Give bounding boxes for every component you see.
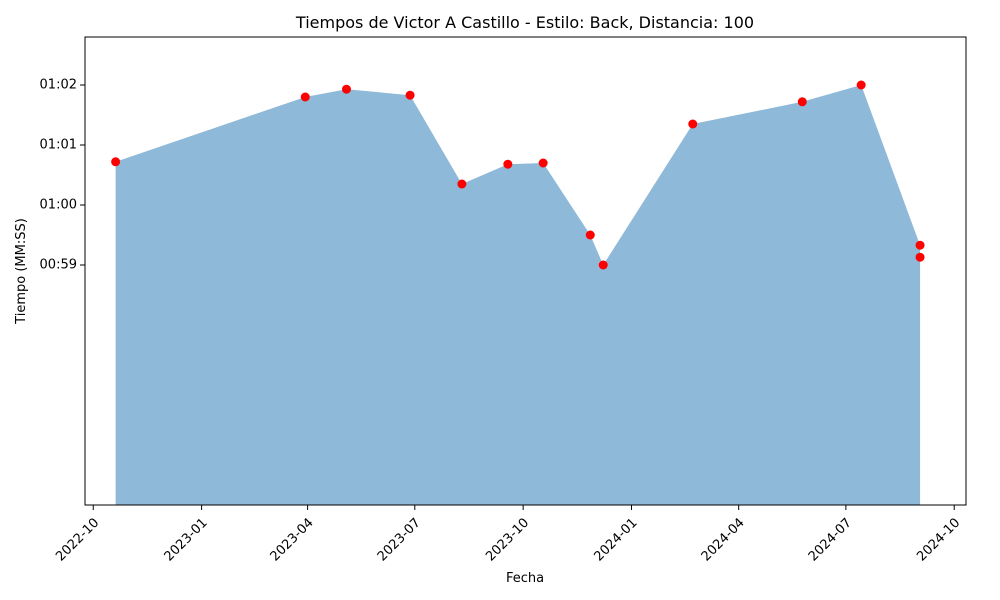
y-axis: 00:59 01:00 01:01 01:02 (40, 78, 85, 273)
data-point (915, 252, 925, 262)
data-point (538, 158, 548, 168)
data-point (341, 84, 351, 94)
data-point (856, 80, 866, 90)
y-tick-label: 01:02 (40, 78, 77, 93)
x-axis-label: Fecha (506, 571, 544, 586)
data-point (503, 159, 513, 169)
data-point (111, 157, 121, 167)
data-point (405, 90, 415, 100)
y-tick-label: 01:01 (40, 138, 77, 153)
y-axis-label: Tiempo (MM:SS) (14, 218, 29, 325)
data-point (457, 179, 467, 189)
data-point (300, 92, 310, 102)
series-area (115, 85, 921, 505)
data-point (598, 260, 608, 270)
area-layer (115, 85, 921, 505)
data-point (585, 230, 595, 240)
marker-layer (111, 80, 925, 270)
data-point (688, 119, 698, 129)
plot-frame (84, 36, 967, 506)
y-tick-label: 01:00 (40, 198, 77, 213)
chart-title: Tiempos de Victor A Castillo - Estilo: B… (295, 13, 754, 32)
y-tick-label: 00:59 (40, 258, 77, 273)
data-point (915, 240, 925, 250)
data-point (797, 97, 807, 107)
